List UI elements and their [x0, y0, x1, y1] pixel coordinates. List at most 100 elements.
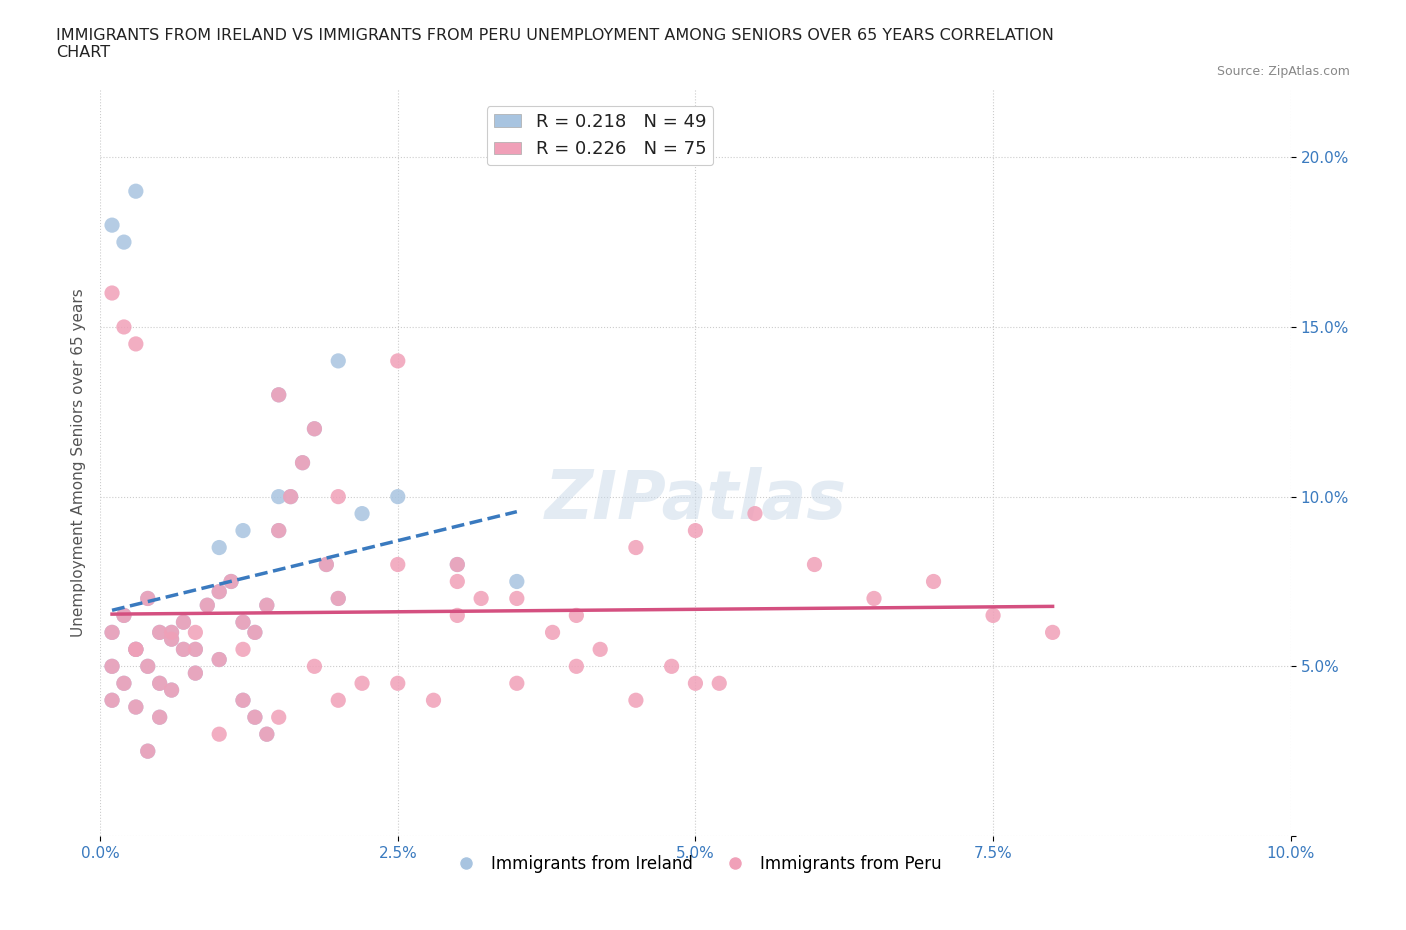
Point — [125, 699, 148, 714]
Point — [112, 234, 135, 249]
Point — [624, 693, 647, 708]
Point — [149, 625, 172, 640]
Point — [232, 693, 254, 708]
Point — [184, 642, 207, 657]
Point — [267, 710, 290, 724]
Point — [219, 574, 242, 589]
Point — [112, 608, 135, 623]
Point — [136, 658, 159, 673]
Point — [101, 693, 124, 708]
Point — [661, 658, 683, 673]
Point — [506, 574, 529, 589]
Legend: Immigrants from Ireland, Immigrants from Peru: Immigrants from Ireland, Immigrants from… — [443, 848, 948, 880]
Point — [160, 683, 183, 698]
Point — [172, 642, 194, 657]
Point — [243, 625, 266, 640]
Point — [922, 574, 945, 589]
Point — [328, 353, 350, 368]
Point — [315, 557, 337, 572]
Point — [387, 353, 409, 368]
Point — [125, 642, 148, 657]
Point — [125, 642, 148, 657]
Point — [160, 631, 183, 646]
Point — [160, 625, 183, 640]
Point — [1042, 625, 1064, 640]
Point — [565, 658, 588, 673]
Point — [744, 506, 766, 521]
Point — [328, 591, 350, 605]
Point — [112, 676, 135, 691]
Point — [243, 710, 266, 724]
Point — [125, 337, 148, 352]
Point — [256, 726, 278, 741]
Point — [232, 642, 254, 657]
Point — [112, 320, 135, 335]
Text: IMMIGRANTS FROM IRELAND VS IMMIGRANTS FROM PERU UNEMPLOYMENT AMONG SENIORS OVER : IMMIGRANTS FROM IRELAND VS IMMIGRANTS FR… — [56, 28, 1054, 60]
Point — [685, 524, 707, 538]
Point — [291, 456, 314, 471]
Point — [352, 506, 374, 521]
Point — [232, 615, 254, 630]
Point — [291, 456, 314, 471]
Point — [506, 591, 529, 605]
Point — [685, 676, 707, 691]
Point — [470, 591, 492, 605]
Point — [446, 557, 468, 572]
Point — [101, 658, 124, 673]
Point — [315, 557, 337, 572]
Point — [589, 642, 612, 657]
Point — [136, 591, 159, 605]
Point — [136, 658, 159, 673]
Point — [624, 540, 647, 555]
Point — [136, 744, 159, 759]
Point — [446, 574, 468, 589]
Point — [267, 524, 290, 538]
Point — [256, 726, 278, 741]
Point — [125, 699, 148, 714]
Point — [219, 574, 242, 589]
Point — [101, 218, 124, 232]
Point — [243, 710, 266, 724]
Point — [267, 524, 290, 538]
Point — [136, 591, 159, 605]
Point — [304, 421, 326, 436]
Text: Source: ZipAtlas.com: Source: ZipAtlas.com — [1216, 65, 1350, 78]
Point — [541, 625, 564, 640]
Point — [981, 608, 1004, 623]
Point — [208, 540, 231, 555]
Point — [232, 615, 254, 630]
Point — [803, 557, 825, 572]
Point — [208, 584, 231, 599]
Point — [280, 489, 302, 504]
Point — [160, 625, 183, 640]
Point — [304, 421, 326, 436]
Point — [232, 693, 254, 708]
Point — [125, 642, 148, 657]
Point — [149, 710, 172, 724]
Point — [208, 584, 231, 599]
Point — [112, 608, 135, 623]
Point — [352, 676, 374, 691]
Text: ZIPatlas: ZIPatlas — [544, 467, 846, 533]
Point — [328, 591, 350, 605]
Point — [184, 666, 207, 681]
Point — [184, 625, 207, 640]
Point — [136, 744, 159, 759]
Point — [195, 598, 218, 613]
Point — [195, 598, 218, 613]
Point — [101, 286, 124, 300]
Point — [160, 631, 183, 646]
Point — [256, 598, 278, 613]
Point — [149, 676, 172, 691]
Point — [112, 676, 135, 691]
Point — [387, 676, 409, 691]
Point — [863, 591, 886, 605]
Point — [709, 676, 731, 691]
Point — [208, 652, 231, 667]
Point — [232, 524, 254, 538]
Point — [160, 683, 183, 698]
Point — [149, 710, 172, 724]
Point — [243, 625, 266, 640]
Point — [184, 642, 207, 657]
Point — [172, 615, 194, 630]
